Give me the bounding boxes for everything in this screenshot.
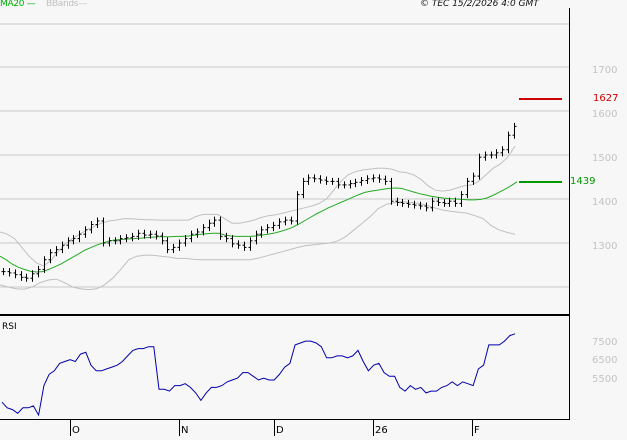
level-markers — [519, 98, 562, 183]
ma20-line — [0, 181, 518, 273]
x-label-feb: F — [474, 425, 480, 436]
rsi-line — [1, 333, 516, 417]
rsi-label-55: 5500 — [592, 374, 618, 385]
x-label-nov: N — [181, 425, 189, 436]
legend-bbands: BBands— — [46, 0, 87, 9]
resistance-label: 1627 — [593, 93, 619, 104]
rsi-label-75: 7500 — [592, 337, 618, 348]
timestamp-credit: © TEC 15/2/2026 4:0 GMT — [420, 0, 539, 9]
y-label-1500: 1500 — [592, 153, 618, 164]
chart-frame — [0, 8, 570, 436]
rsi-label-65: 6500 — [592, 355, 618, 366]
x-label-dec: D — [276, 425, 284, 436]
bollinger-bands — [0, 145, 516, 291]
y-label-1400: 1400 — [592, 197, 618, 208]
x-label-2026: 26 — [375, 425, 388, 436]
y-label-1300: 1300 — [592, 241, 618, 252]
support-label: 1439 — [570, 176, 596, 187]
rsi-title: RSI — [2, 322, 17, 332]
legend-ma20: MA20 — — [0, 0, 36, 9]
price-grid — [0, 23, 569, 288]
price-bars — [1, 122, 517, 282]
y-label-1600: 1600 — [592, 109, 618, 120]
y-label-1700: 1700 — [592, 65, 618, 76]
x-label-oct: O — [72, 425, 80, 436]
legend: MA20 — BBands— — [0, 0, 87, 9]
